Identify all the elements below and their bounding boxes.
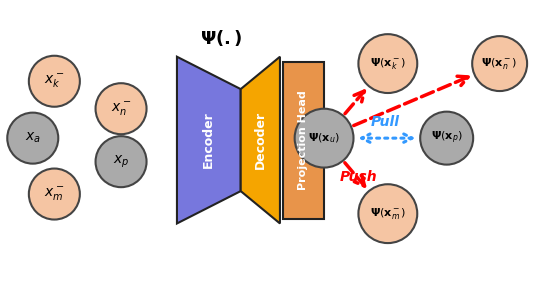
Text: $x_n^-$: $x_n^-$ <box>111 100 131 117</box>
Text: Pull: Pull <box>371 115 400 129</box>
Text: Decoder: Decoder <box>254 111 267 169</box>
Text: $x_a$: $x_a$ <box>25 131 41 145</box>
Circle shape <box>472 36 527 91</box>
Text: $\mathbf{\Psi(.)}$: $\mathbf{\Psi(.)}$ <box>200 28 243 48</box>
Circle shape <box>95 83 147 134</box>
Circle shape <box>295 109 353 168</box>
Circle shape <box>358 34 417 93</box>
Text: Projection Head: Projection Head <box>299 90 309 190</box>
Text: $\mathbf{\Psi}(\mathbf{x}_p)$: $\mathbf{\Psi}(\mathbf{x}_p)$ <box>431 130 463 146</box>
Text: Encoder: Encoder <box>202 112 216 168</box>
Circle shape <box>29 56 80 107</box>
Text: Push: Push <box>340 170 377 184</box>
Text: $\mathbf{\Psi}(\mathbf{x}_u)$: $\mathbf{\Psi}(\mathbf{x}_u)$ <box>308 131 340 145</box>
Circle shape <box>29 168 80 220</box>
Polygon shape <box>177 57 240 224</box>
Text: $x_k^-$: $x_k^-$ <box>44 72 64 90</box>
Text: $\mathbf{\Psi}(\mathbf{x}_n^-)$: $\mathbf{\Psi}(\mathbf{x}_n^-)$ <box>481 56 518 71</box>
FancyBboxPatch shape <box>283 62 324 219</box>
Text: $x_p$: $x_p$ <box>113 153 129 170</box>
Text: $\mathbf{\Psi}(\mathbf{x}_m^-)$: $\mathbf{\Psi}(\mathbf{x}_m^-)$ <box>370 206 406 221</box>
Circle shape <box>95 136 147 187</box>
Circle shape <box>358 184 417 243</box>
Text: $x_m^-$: $x_m^-$ <box>44 185 64 203</box>
Circle shape <box>420 112 473 165</box>
Circle shape <box>7 113 58 164</box>
Text: $\mathbf{\Psi}(\mathbf{x}_k^-)$: $\mathbf{\Psi}(\mathbf{x}_k^-)$ <box>370 56 406 71</box>
Polygon shape <box>240 57 280 224</box>
